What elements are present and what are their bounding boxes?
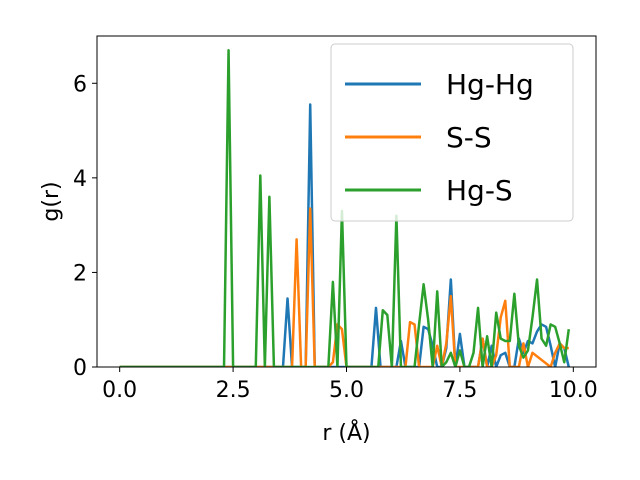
x-tick-label: 5.0	[329, 378, 364, 403]
y-tick-label: 4	[73, 167, 87, 192]
x-tick-label: 7.5	[442, 378, 477, 403]
x-tick-label: 2.5	[216, 378, 251, 403]
y-tick-label: 0	[73, 356, 87, 381]
y-tick-label: 6	[73, 72, 87, 97]
legend-label-s-s: S-S	[446, 121, 492, 154]
series-line-s-s	[119, 207, 569, 367]
series-line-hg-s	[119, 48, 571, 367]
legend: Hg-Hg S-S Hg-S	[330, 43, 574, 222]
y-axis-label: g(r)	[39, 181, 64, 221]
legend-label-hg-hg: Hg-Hg	[446, 68, 534, 101]
y-axis-ticks: 0 2 4 6	[73, 72, 97, 381]
legend-label-hg-s: Hg-S	[446, 174, 513, 207]
series-group	[119, 48, 571, 367]
x-axis-label: r (Å)	[322, 419, 370, 446]
x-tick-label: 0.0	[102, 378, 137, 403]
y-tick-label: 2	[73, 261, 87, 286]
x-axis-ticks: 0.0 2.5 5.0 7.5 10.0	[102, 367, 598, 403]
legend-box	[330, 43, 574, 222]
x-tick-label: 10.0	[549, 378, 598, 403]
series-line-hg-hg	[119, 103, 570, 367]
